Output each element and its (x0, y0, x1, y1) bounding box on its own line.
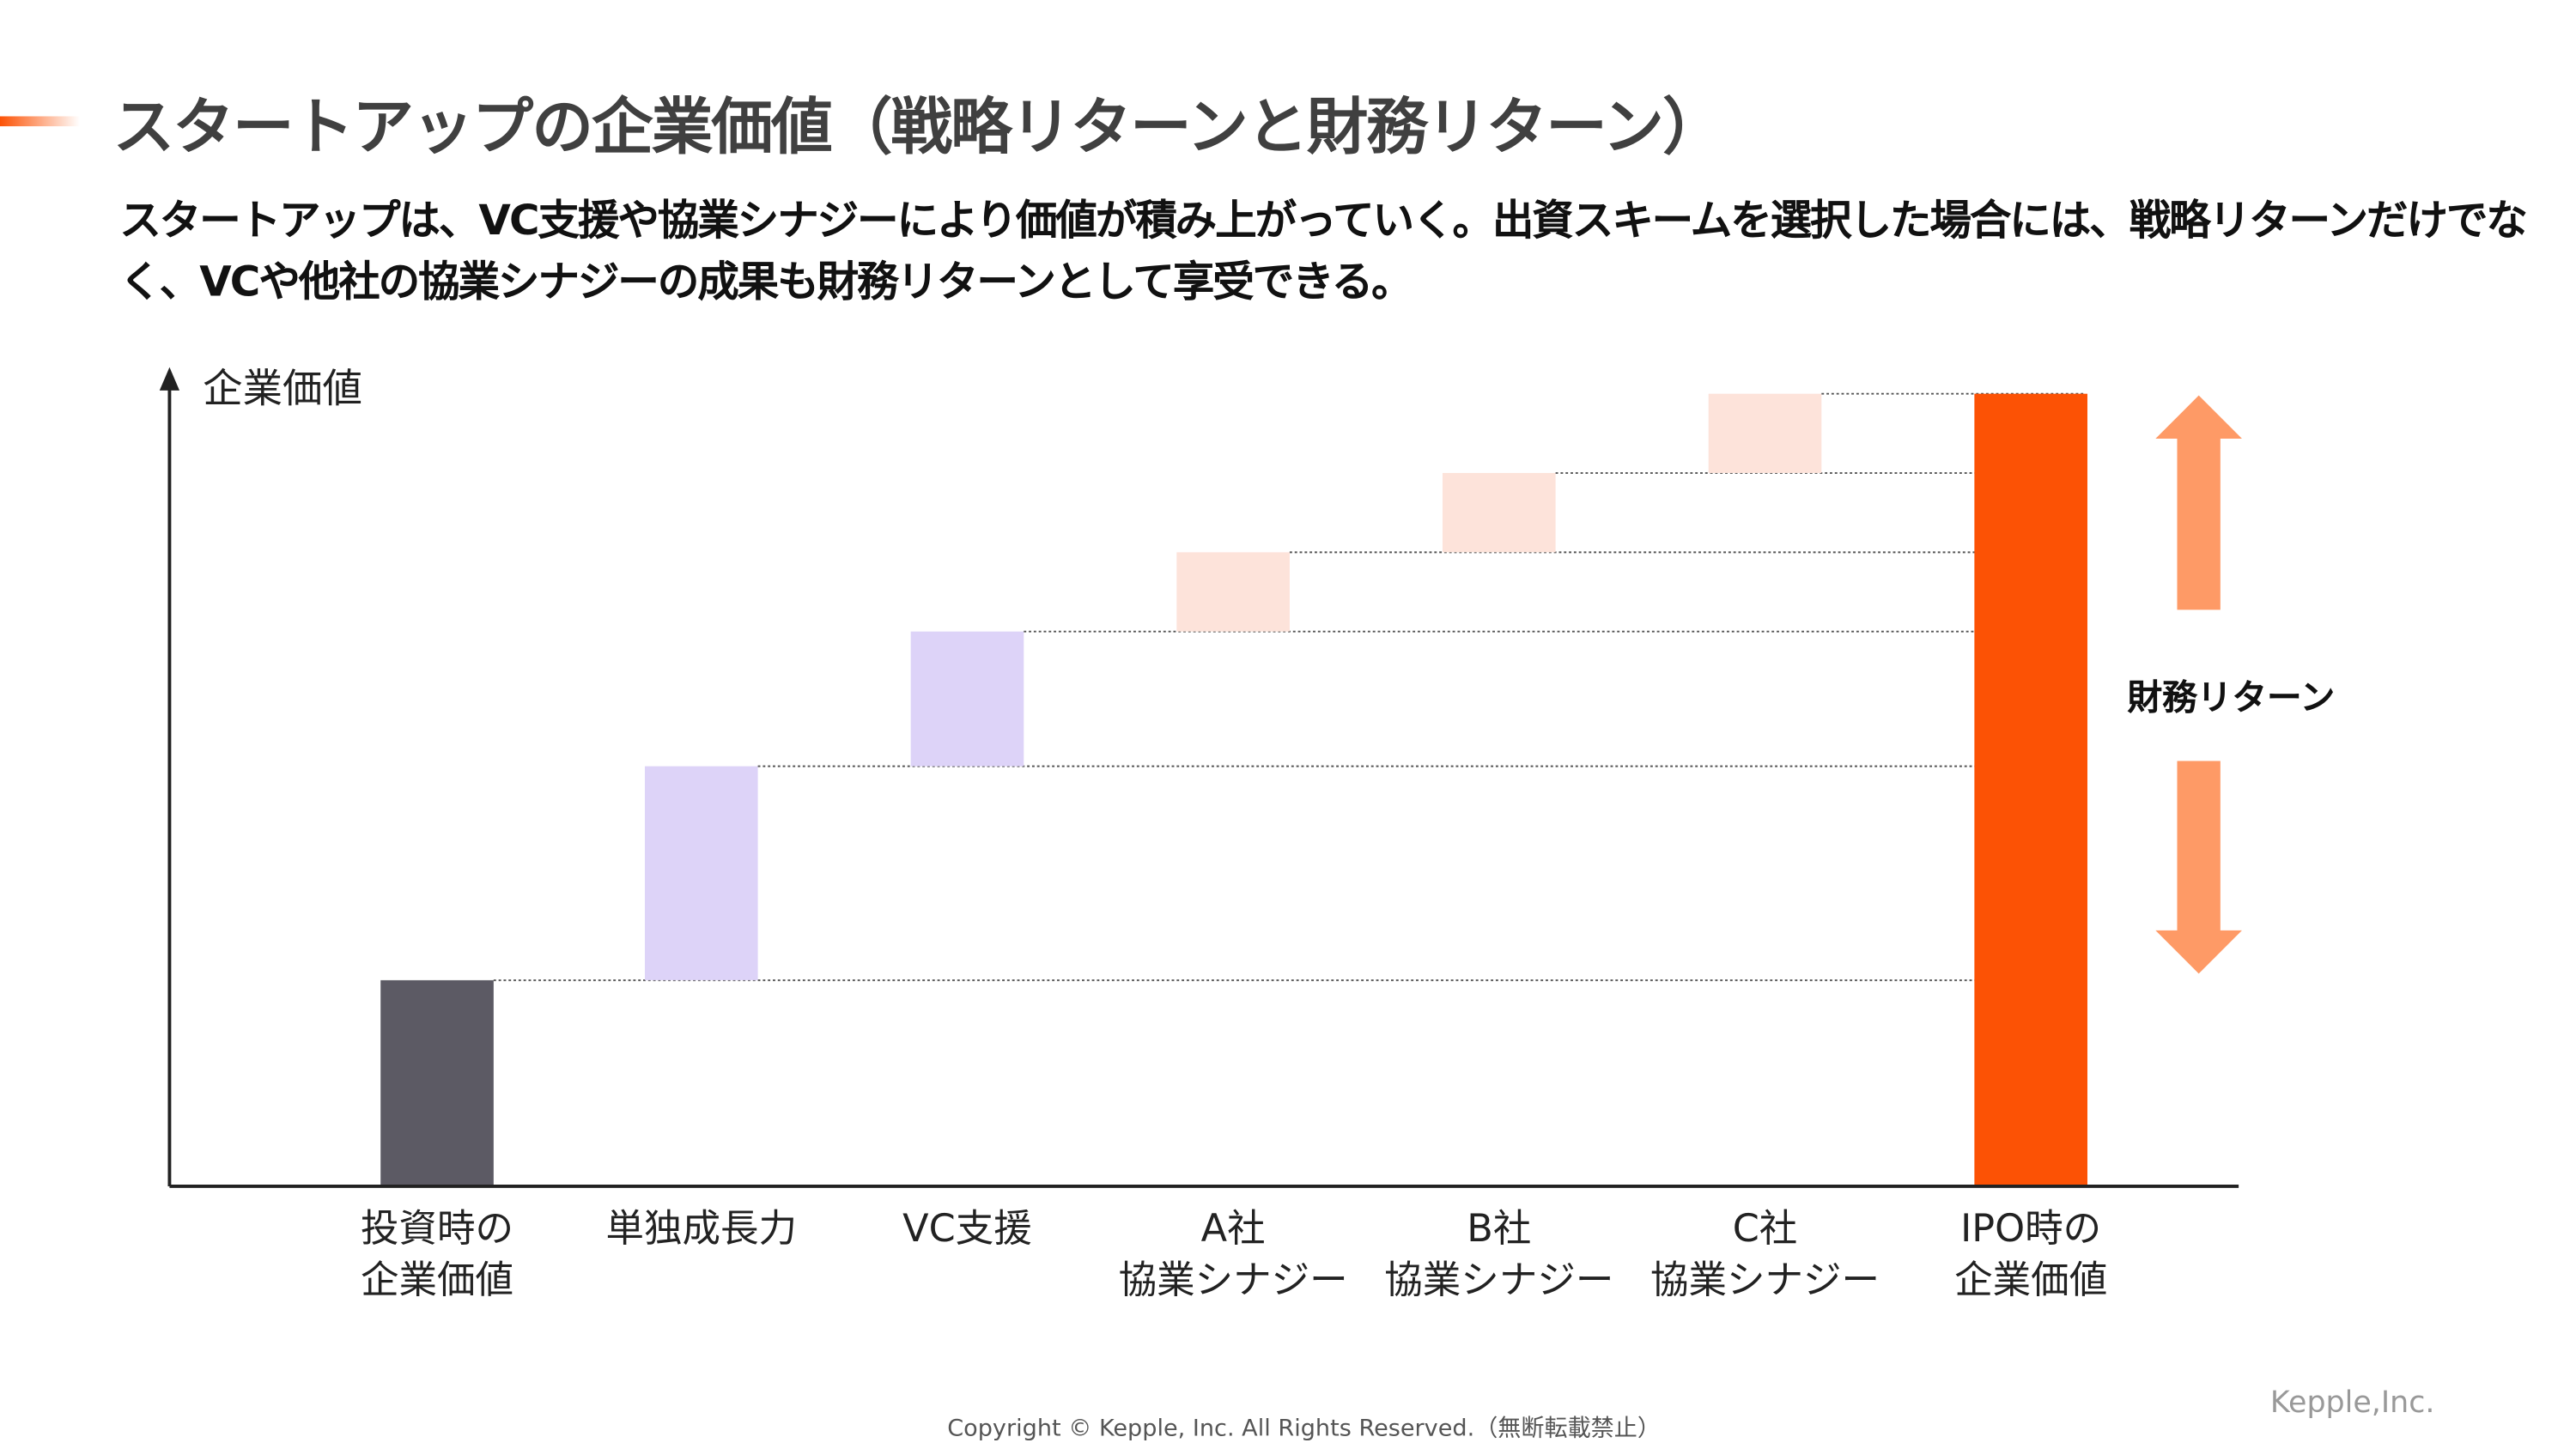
arrow-up-icon (2155, 395, 2242, 610)
x-tick-label: IPO時の企業価値 (1954, 1204, 2107, 1307)
subtitle: スタートアップは、VC支援や協業シナジーにより価値が積み上がっていく。出資スキー… (119, 196, 2527, 306)
x-tick-label-line2: 企業価値 (1954, 1259, 2108, 1303)
x-tick-label-line1: IPO時の (1960, 1208, 2102, 1252)
x-tick-label: A社協業シナジー (1119, 1204, 1348, 1307)
arrow-down-icon (2155, 761, 2242, 974)
bar-4 (1443, 473, 1556, 553)
page-title: スタートアップの企業価値（戦略リターンと財務リターン） (112, 91, 1724, 163)
x-tick-label-line1: VC支援 (902, 1208, 1032, 1252)
x-tick-label-line1: B社 (1467, 1208, 1532, 1252)
x-tick-label-line1: A社 (1200, 1208, 1266, 1252)
x-tick-label: VC支援 (902, 1204, 1032, 1256)
y-axis-arrow-icon (159, 367, 180, 391)
x-tick-label-line2: 企業価値 (361, 1259, 514, 1303)
bar-2 (910, 631, 1024, 767)
x-tick-label-line1: C社 (1732, 1208, 1798, 1252)
bar-5 (1708, 393, 1822, 474)
copyright: Copyright © Kepple, Inc. All Rights Rese… (947, 1416, 1661, 1443)
financial-return-label: 財務リターン (2127, 677, 2336, 718)
brand-logo: Kepple,Inc. (2269, 1385, 2435, 1421)
x-tick-label-line2: 協業シナジー (1384, 1259, 1614, 1303)
x-tick-label-line1: 投資時の (361, 1208, 514, 1252)
y-axis-label: 企業価値 (203, 365, 362, 413)
x-tick-label-line2: 協業シナジー (1649, 1259, 1880, 1303)
title-accent-bar (0, 116, 80, 127)
x-tick-label-line1: 単独成長力 (605, 1208, 798, 1252)
x-tick-label: 投資時の 企業価値 (361, 1204, 513, 1307)
bar-3 (1176, 552, 1290, 632)
x-tick-label: C社協業シナジー (1650, 1204, 1880, 1307)
x-tick-label-line2: 協業シナジー (1118, 1259, 1348, 1303)
x-tick-label: B社協業シナジー (1384, 1204, 1613, 1307)
bar-1 (644, 766, 758, 980)
bar-6 (1974, 393, 2087, 1186)
x-tick-label: 単独成長力 (605, 1204, 797, 1256)
bar-0 (380, 979, 494, 1186)
